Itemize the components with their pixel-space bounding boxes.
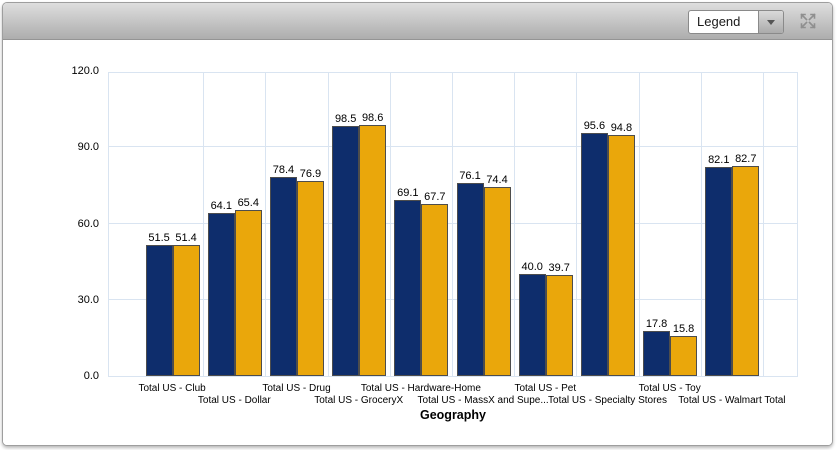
chart-area: 0.0 30.0 60.0 90.0 120.0 51.5 51.4 64.1 65.4 78.… bbox=[3, 40, 832, 445]
x-category-label: Total US - Dollar bbox=[197, 395, 271, 406]
bar[interactable] bbox=[732, 165, 760, 376]
bar[interactable] bbox=[643, 330, 671, 376]
x-category-label: Total US - MassX and Supe... bbox=[417, 395, 549, 406]
y-tick-label: 60.0 bbox=[77, 217, 99, 230]
legend-dropdown-button[interactable] bbox=[758, 11, 783, 33]
legend-dropdown-label: Legend bbox=[697, 14, 741, 29]
bar-column: 76.9 bbox=[296, 167, 324, 376]
bar-value-label: 76.9 bbox=[299, 167, 322, 180]
x-category-label: Total US - Toy bbox=[638, 383, 701, 394]
bar-column: 65.4 bbox=[234, 196, 262, 376]
bar-column: 39.7 bbox=[545, 262, 573, 376]
bar-value-label: 74.4 bbox=[486, 173, 508, 186]
bar-value-label: 78.4 bbox=[272, 163, 295, 176]
bar-column: 51.5 bbox=[145, 232, 173, 376]
bar[interactable] bbox=[670, 335, 698, 376]
bar[interactable] bbox=[421, 203, 449, 376]
bar-value-label: 51.4 bbox=[175, 232, 197, 245]
bar-value-label: 17.8 bbox=[645, 317, 668, 330]
category-slot: 76.1 74.4 bbox=[453, 73, 516, 376]
bar-column: 82.1 bbox=[705, 154, 733, 376]
bar[interactable] bbox=[172, 245, 200, 376]
category-slot: 69.1 67.7 bbox=[391, 73, 453, 376]
bar[interactable] bbox=[580, 133, 608, 376]
legend-dropdown[interactable]: Legend bbox=[688, 10, 784, 34]
bar-value-label: 82.1 bbox=[708, 154, 730, 167]
bar[interactable] bbox=[483, 186, 511, 376]
gridline bbox=[109, 222, 797, 224]
category-slot: 51.5 51.4 bbox=[142, 73, 205, 376]
bar[interactable] bbox=[359, 125, 387, 376]
category-slot: 78.4 76.9 bbox=[266, 73, 329, 376]
bar[interactable] bbox=[145, 245, 173, 376]
bar-value-label: 76.1 bbox=[459, 169, 481, 182]
bar-value-label: 64.1 bbox=[210, 200, 232, 213]
bar[interactable] bbox=[296, 180, 324, 376]
category-slot: 98.5 98.6 bbox=[329, 73, 391, 376]
bar-column: 98.6 bbox=[359, 112, 387, 376]
bar-value-label: 98.6 bbox=[361, 112, 384, 125]
bar-column: 78.4 bbox=[269, 163, 297, 376]
bar-column: 95.6 bbox=[580, 120, 608, 376]
bar-value-label: 82.7 bbox=[735, 152, 757, 165]
y-tick-label: 90.0 bbox=[77, 141, 99, 154]
bar-value-label: 69.1 bbox=[397, 187, 419, 200]
bar-value-label: 95.6 bbox=[583, 120, 606, 133]
category-slot: 40.0 39.7 bbox=[515, 73, 578, 376]
category-slot: 64.1 65.4 bbox=[204, 73, 267, 376]
bar-column: 51.4 bbox=[172, 232, 200, 376]
bar-column: 15.8 bbox=[670, 322, 698, 376]
gridline bbox=[109, 146, 797, 148]
bar-value-label: 40.0 bbox=[521, 261, 543, 274]
bar[interactable] bbox=[545, 275, 573, 376]
y-tick-label: 0.0 bbox=[83, 370, 99, 382]
chevron-down-icon bbox=[767, 19, 775, 25]
bar[interactable] bbox=[518, 274, 546, 376]
x-axis-title: Geography bbox=[420, 408, 486, 422]
bar[interactable] bbox=[207, 213, 235, 376]
bar-column: 40.0 bbox=[518, 261, 546, 376]
bar[interactable] bbox=[607, 135, 635, 376]
x-category-label: Total US - Walmart Total bbox=[678, 395, 786, 406]
bar[interactable] bbox=[234, 209, 262, 376]
maximize-icon[interactable] bbox=[798, 11, 818, 31]
bar-column: 76.1 bbox=[456, 169, 484, 376]
category-slot: 17.8 15.8 bbox=[640, 73, 702, 376]
x-category-label: Total US - Hardware-Home bbox=[360, 383, 481, 394]
bar[interactable] bbox=[394, 200, 422, 376]
bar-column: 94.8 bbox=[607, 122, 635, 376]
bar-value-label: 51.5 bbox=[148, 232, 170, 245]
bar-value-label: 65.4 bbox=[237, 196, 259, 209]
bar-column: 74.4 bbox=[483, 173, 511, 376]
bar-column: 67.7 bbox=[421, 190, 449, 376]
bar-value-label: 39.7 bbox=[548, 262, 570, 275]
bar-column: 64.1 bbox=[207, 200, 235, 376]
bar-value-label: 94.8 bbox=[610, 122, 633, 135]
bar[interactable] bbox=[332, 125, 360, 376]
x-category-label: Total US - GroceryX bbox=[314, 395, 404, 406]
bar-column: 98.5 bbox=[332, 112, 360, 376]
bar-value-label: 15.8 bbox=[672, 322, 695, 335]
category-slot: 82.1 82.7 bbox=[702, 73, 764, 376]
x-category-label: Total US - Drug bbox=[262, 383, 331, 394]
category-slot: 95.6 94.8 bbox=[577, 73, 640, 376]
x-category-label: Total US - Specialty Stores bbox=[548, 395, 667, 406]
bar-value-label: 98.5 bbox=[334, 112, 357, 125]
x-category-label: Total US - Club bbox=[138, 383, 206, 394]
bar[interactable] bbox=[269, 176, 297, 376]
y-tick-label: 30.0 bbox=[77, 293, 99, 306]
y-tick-label: 120.0 bbox=[71, 65, 99, 77]
widget-header: Legend bbox=[3, 3, 832, 40]
bar-column: 17.8 bbox=[643, 317, 671, 376]
bar-value-label: 67.7 bbox=[424, 190, 446, 203]
gridline bbox=[109, 298, 797, 300]
chart-widget: Legend 0.0 30.0 60.0 90.0 120.0 51.5 51.4 64.1… bbox=[2, 2, 833, 446]
bar[interactable] bbox=[705, 167, 733, 376]
bar-column: 82.7 bbox=[732, 152, 760, 376]
bar-column: 69.1 bbox=[394, 187, 422, 376]
bar[interactable] bbox=[456, 182, 484, 376]
plot-area: 51.5 51.4 64.1 65.4 78.4 76.9 98.5 98.6 69.1 67.7… bbox=[108, 72, 798, 377]
x-category-label: Total US - Pet bbox=[514, 383, 577, 394]
